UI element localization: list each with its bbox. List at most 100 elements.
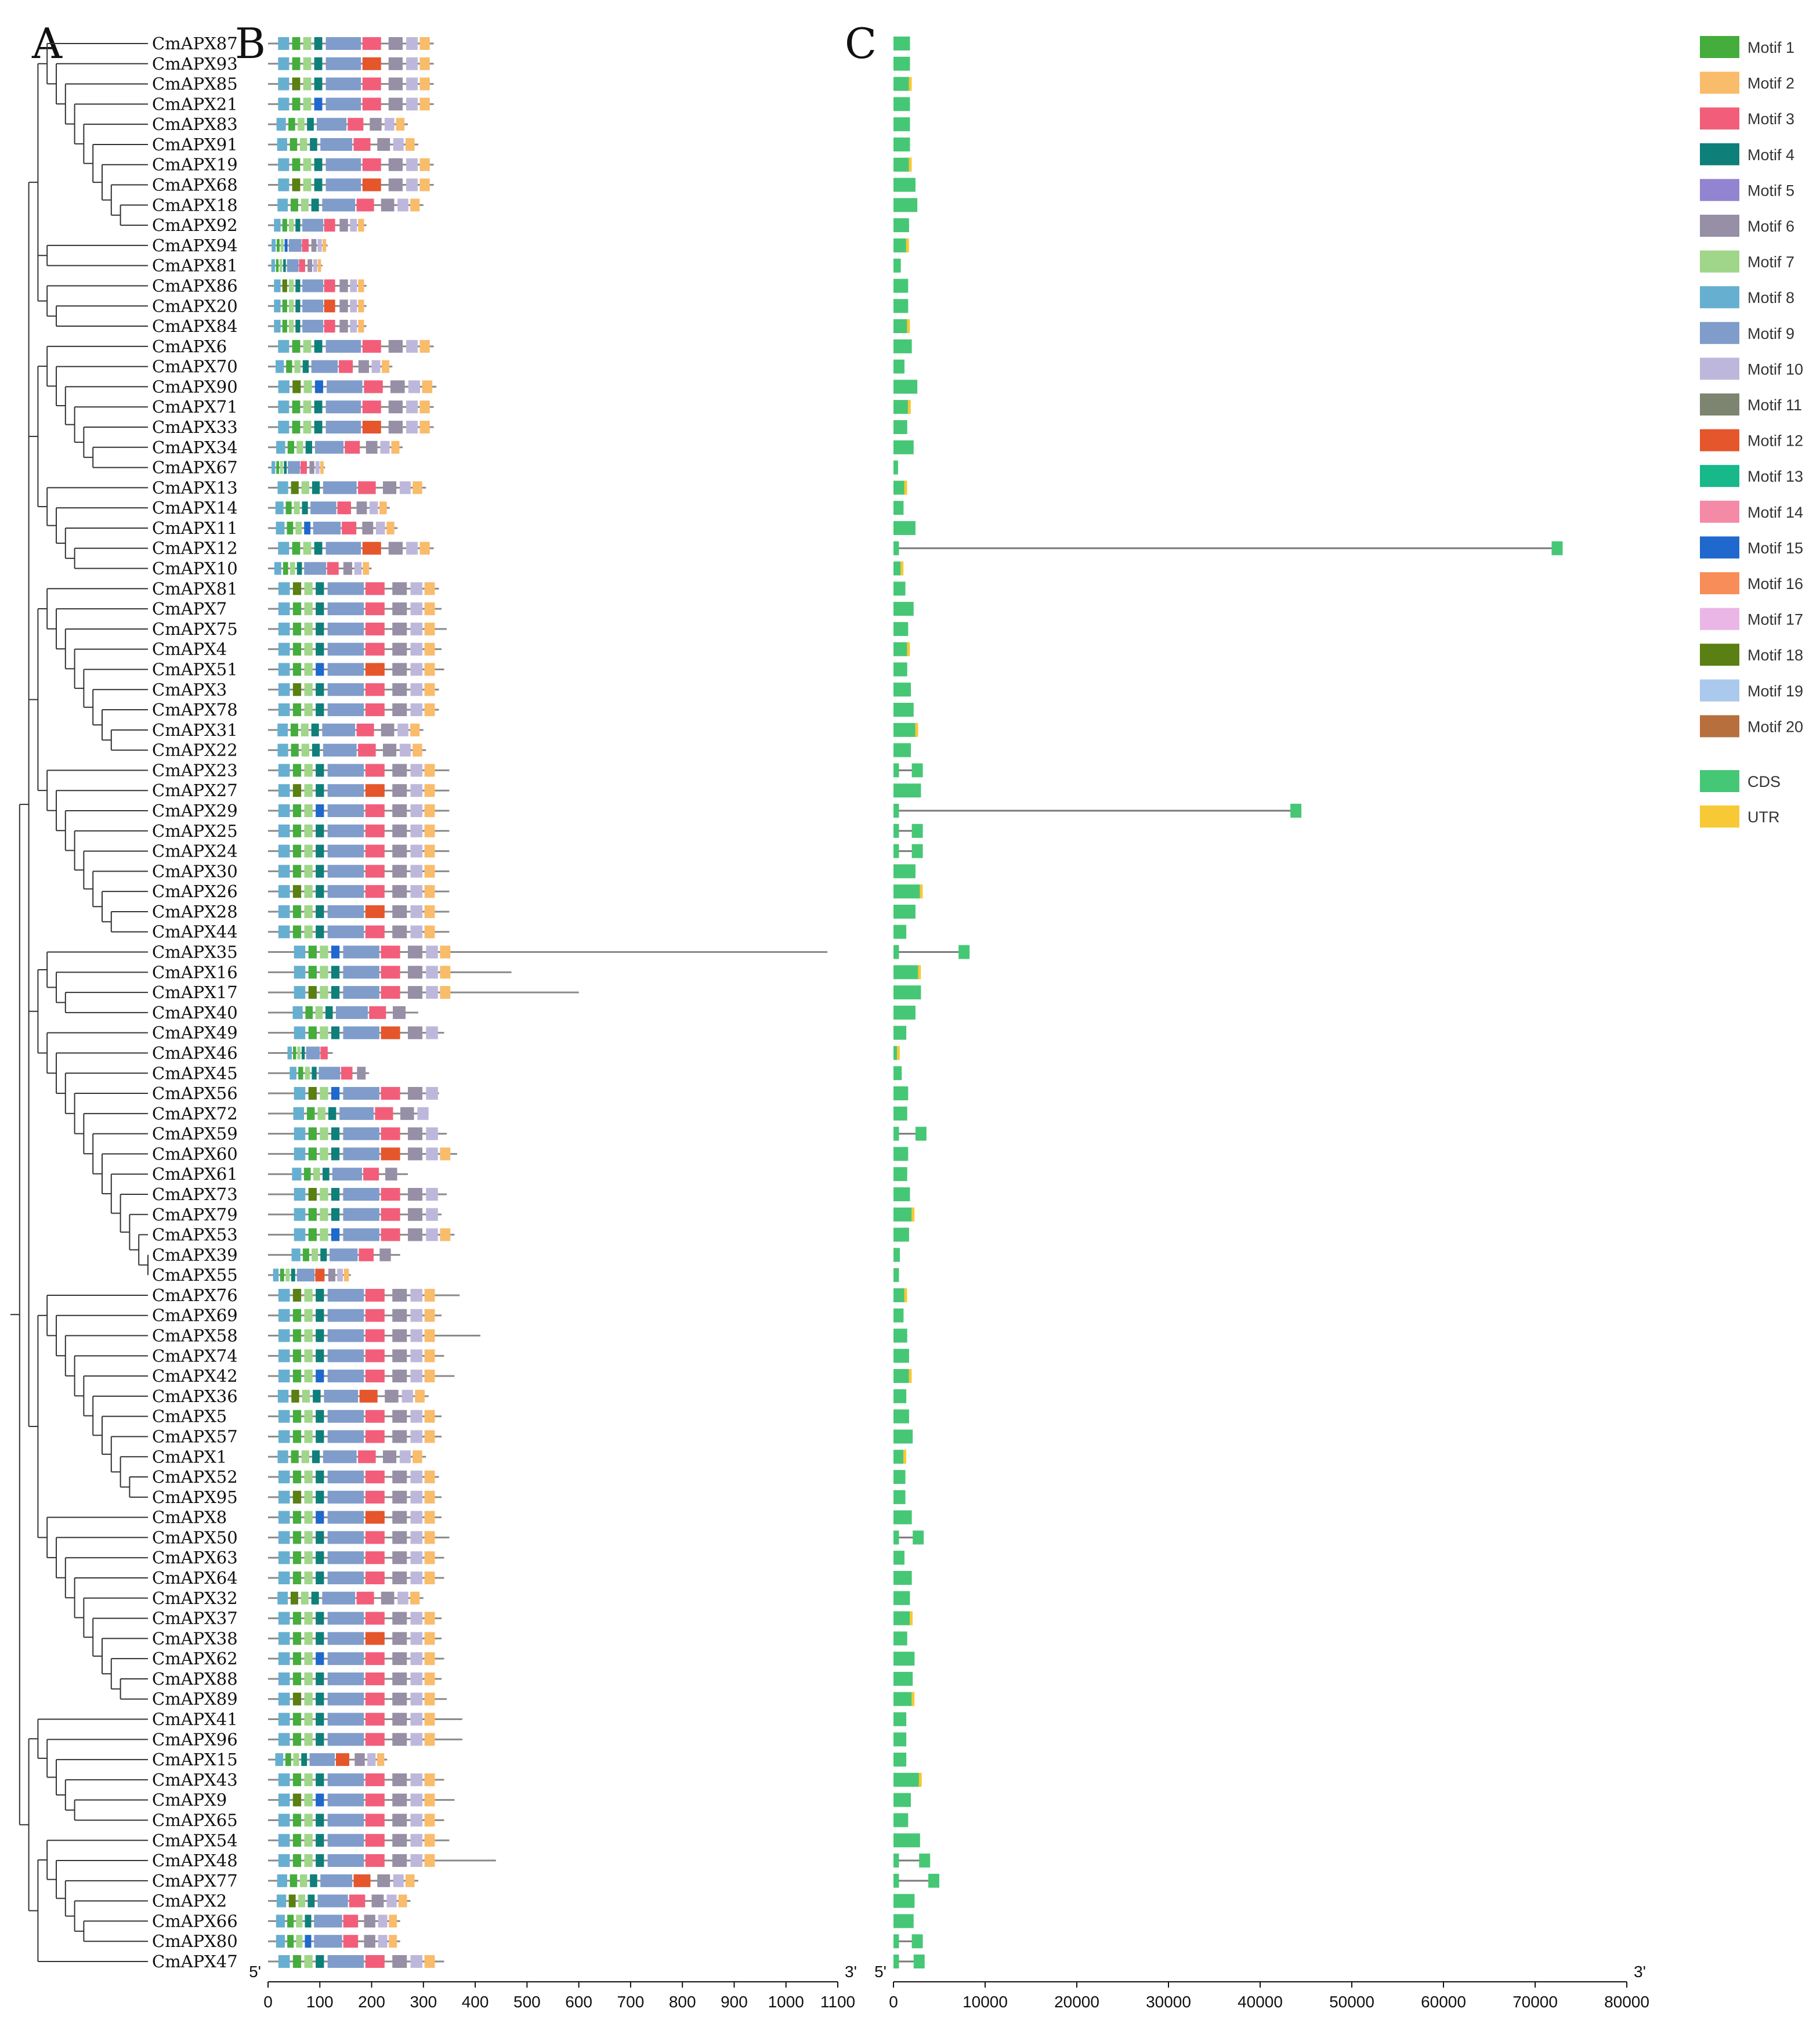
motif-block xyxy=(308,945,317,959)
motif-block xyxy=(327,764,364,777)
utr-block xyxy=(909,157,912,172)
motif-block xyxy=(294,1228,306,1241)
motif-block xyxy=(405,138,415,151)
motif-block xyxy=(392,1814,407,1827)
gene-label: CmAPX65 xyxy=(152,1810,238,1830)
cds-block xyxy=(893,1409,909,1424)
motif-block xyxy=(278,1692,290,1706)
legend-swatch xyxy=(1700,71,1739,94)
cds-block xyxy=(893,1652,915,1666)
motif-block xyxy=(365,642,385,656)
motif-block xyxy=(350,279,357,292)
cds-block xyxy=(893,460,898,475)
motif-block xyxy=(316,824,324,837)
motif-block xyxy=(369,501,378,515)
motif-block xyxy=(292,1430,302,1443)
motif-block xyxy=(292,1612,302,1625)
motif-block xyxy=(413,743,422,757)
cds-block xyxy=(893,1349,909,1363)
motif-block xyxy=(296,440,303,454)
motif-block xyxy=(314,77,323,91)
motif-block xyxy=(278,642,290,656)
gene-label: CmAPX53 xyxy=(152,1225,238,1245)
gene-label: CmAPX66 xyxy=(152,1911,238,1931)
cds-block xyxy=(893,1328,907,1343)
legend-label: Motif 11 xyxy=(1747,396,1802,414)
motif-block xyxy=(365,1793,385,1807)
motif-block xyxy=(278,1834,290,1847)
gene-label: CmAPX31 xyxy=(152,720,238,740)
motif-block xyxy=(320,1248,327,1262)
motif-block xyxy=(277,1450,288,1464)
motif-block xyxy=(381,198,395,212)
motif-block xyxy=(304,683,313,696)
motif-block xyxy=(278,844,290,858)
motif-block xyxy=(369,1006,386,1019)
motif-block xyxy=(392,1329,407,1342)
motif-block xyxy=(314,339,323,353)
cds-block xyxy=(893,501,904,515)
motif-block xyxy=(348,118,364,131)
motif-block xyxy=(365,1471,385,1484)
motif-block xyxy=(339,219,348,232)
motif-block xyxy=(295,219,301,232)
motif-block xyxy=(292,1773,302,1786)
cds-block xyxy=(893,1187,910,1201)
motif-block xyxy=(299,138,307,151)
motif-block xyxy=(295,279,301,292)
motif-block xyxy=(410,1955,423,1968)
motif-block xyxy=(292,1692,302,1706)
motif-block xyxy=(410,1551,423,1565)
motif-block xyxy=(410,1632,423,1645)
motif-block xyxy=(405,1874,415,1887)
motif-block xyxy=(343,1087,379,1100)
motif-block xyxy=(298,118,305,131)
motif-block xyxy=(292,784,302,797)
motif-block xyxy=(273,1269,279,1282)
motif-block xyxy=(278,1309,290,1322)
utr-block xyxy=(896,1046,900,1060)
gene-label: CmAPX89 xyxy=(152,1689,238,1709)
motif-block xyxy=(278,1288,290,1302)
legend-label: Motif 3 xyxy=(1747,110,1794,128)
motif-block xyxy=(296,562,302,575)
legend-swatch xyxy=(1700,321,1739,344)
motif-block xyxy=(291,481,299,494)
gene-label: CmAPX71 xyxy=(152,397,238,417)
motif-block xyxy=(331,1087,340,1100)
motif-block xyxy=(424,1309,435,1322)
motif-block xyxy=(339,320,348,333)
motif-block xyxy=(304,1531,313,1544)
motif-block xyxy=(304,1612,313,1625)
motif-block xyxy=(401,1389,413,1403)
motif-block xyxy=(378,1935,388,1948)
motif-block xyxy=(366,440,378,454)
gene-label: CmAPX3 xyxy=(152,680,227,699)
motif-block xyxy=(365,1329,385,1342)
motif-block xyxy=(389,1935,397,1948)
motif-block xyxy=(354,562,362,575)
motif-block xyxy=(303,400,312,414)
motif-block xyxy=(364,1914,375,1928)
motif-block xyxy=(327,1854,364,1867)
motif-block xyxy=(331,1147,340,1161)
gene-label: CmAPX29 xyxy=(152,801,238,821)
motif-block xyxy=(308,986,317,999)
motif-block xyxy=(277,1389,289,1403)
motif-block xyxy=(385,1389,399,1403)
motif-block xyxy=(392,1834,407,1847)
motif-block xyxy=(327,1490,364,1504)
motif-block xyxy=(304,885,313,898)
motif-block xyxy=(278,1814,290,1827)
motif-block xyxy=(322,1168,330,1181)
axis-tick-label: 400 xyxy=(462,1993,489,2011)
gene-label: CmAPX12 xyxy=(152,539,238,558)
motif-block xyxy=(392,1572,407,1584)
motif-block xyxy=(365,622,385,635)
gene-label: CmAPX39 xyxy=(152,1245,238,1265)
motif-block xyxy=(406,400,418,414)
motif-block xyxy=(316,1410,324,1423)
motif-block xyxy=(325,178,361,192)
motif-block xyxy=(292,1006,303,1019)
motif-block xyxy=(278,602,290,616)
